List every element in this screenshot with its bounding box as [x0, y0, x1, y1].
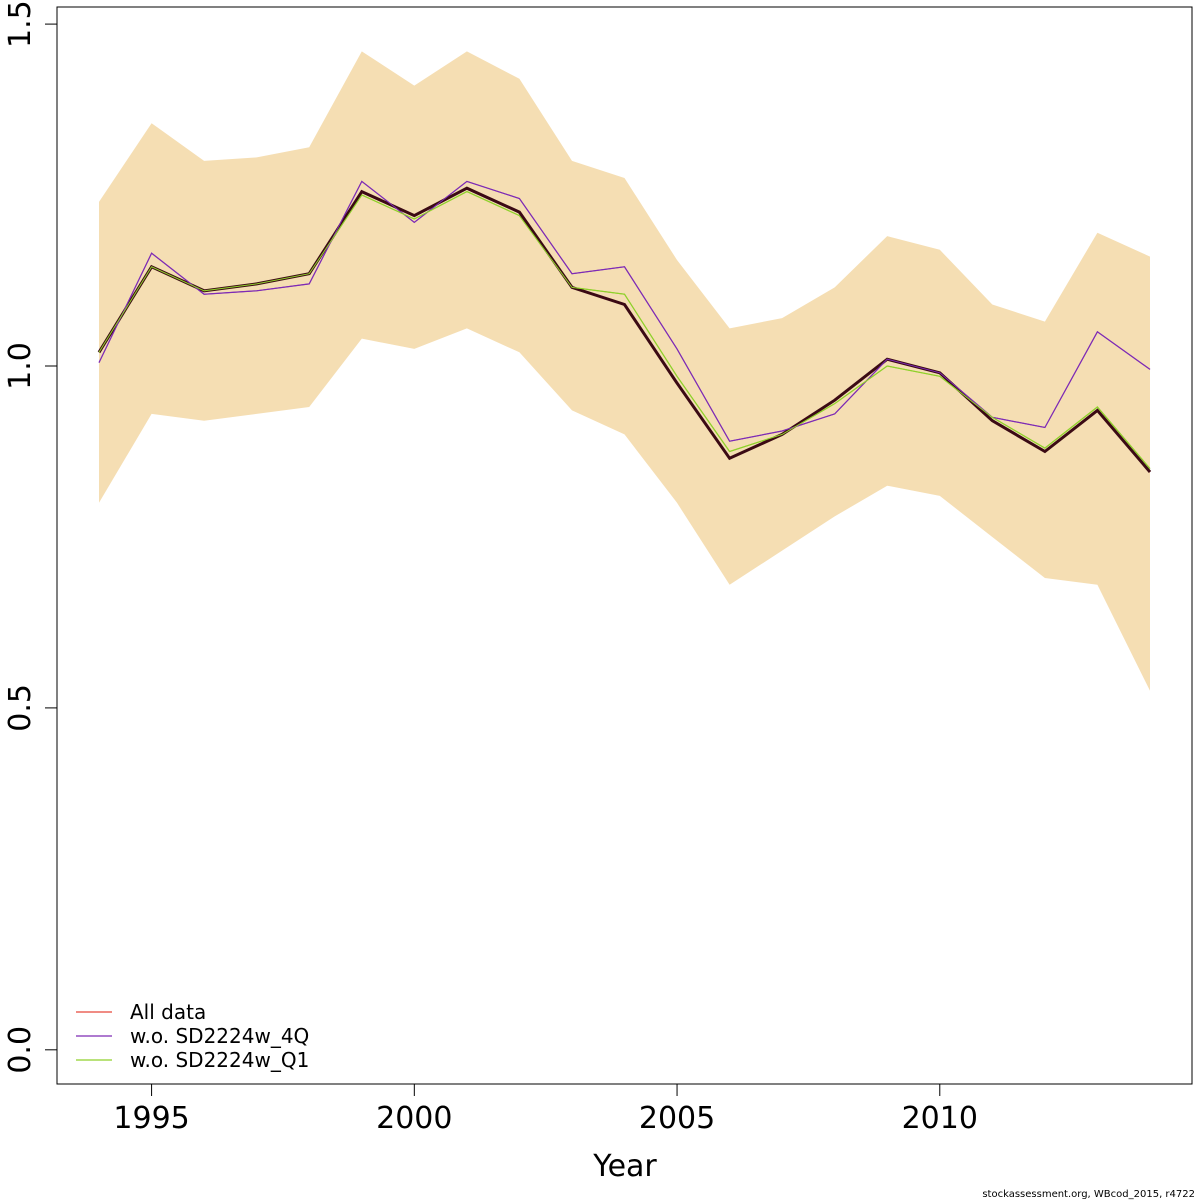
- plot-frame: [56, 6, 1193, 1085]
- confidence-band: [99, 51, 1150, 691]
- y-axis: 0.0 0.5 1.0 1.5: [3, 0, 57, 1074]
- y-tick-label: 1.5: [3, 0, 38, 48]
- x-tick-label: 2010: [902, 1101, 978, 1136]
- footer-credit: stockassessment.org, WBcod_2015, r4722: [982, 1189, 1195, 1200]
- y-tick-label: 0.0: [3, 1026, 38, 1074]
- y-tick-label: 1.0: [3, 342, 38, 390]
- series-overlay-3: [98, 191, 1151, 469]
- x-axis-title: Year: [592, 1149, 657, 1184]
- series-overlay-2: [98, 180, 1151, 442]
- legend-label: All data: [130, 1000, 206, 1024]
- x-tick-label: 1995: [113, 1101, 189, 1136]
- x-axis: 1995 2000 2005 2010: [113, 1084, 978, 1136]
- x-tick-label: 2005: [639, 1101, 715, 1136]
- series-layer: [97, 180, 1152, 473]
- confidence-band-layer: [99, 51, 1150, 691]
- x-tick-label: 2000: [376, 1101, 452, 1136]
- y-tick-label: 0.5: [3, 684, 38, 732]
- legend-label: w.o. SD2224w_4Q: [130, 1024, 309, 1048]
- legend-label: w.o. SD2224w_Q1: [130, 1048, 309, 1072]
